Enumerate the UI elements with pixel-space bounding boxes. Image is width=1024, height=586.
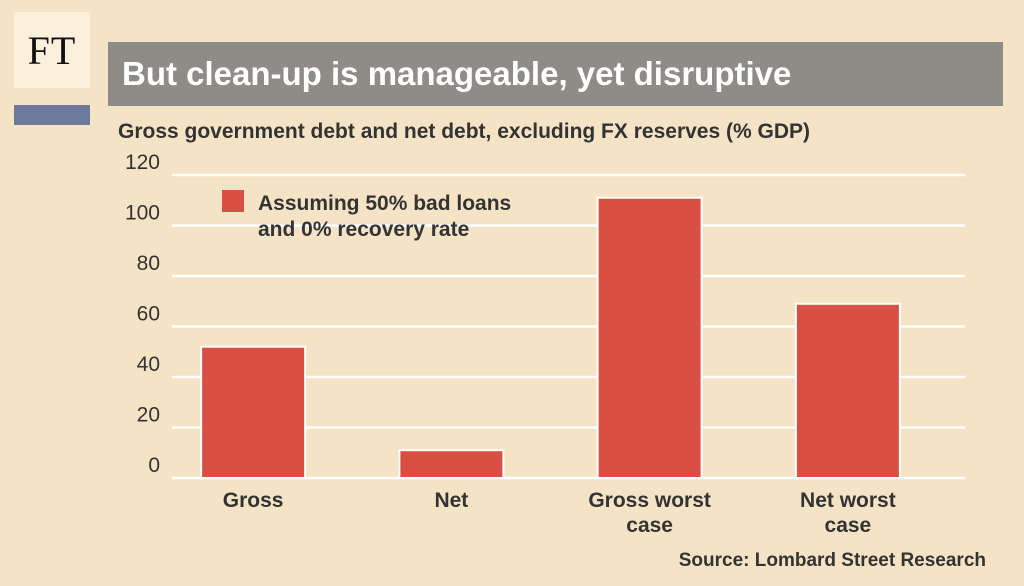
x-tick-label: Gross [223,489,284,512]
y-axis-ticks: 0 20 40 60 80 100 120 [125,151,160,477]
x-tick-label: case [825,514,872,537]
chart-subtitle: Gross government debt and net debt, excl… [118,120,810,143]
y-tick-label: 120 [125,151,160,174]
legend-swatch [222,190,244,212]
y-tick-label: 20 [137,404,160,427]
y-tick-label: 100 [125,202,160,225]
x-tick-label: Net [434,489,468,512]
y-tick-label: 60 [137,303,160,326]
y-tick-label: 40 [137,353,160,376]
ft-logo-text: FT [27,27,77,73]
legend-label: and 0% recovery rate [258,218,469,241]
legend: Assuming 50% bad loans and 0% recovery ra… [222,190,511,241]
y-tick-label: 0 [148,454,160,477]
legend-label: Assuming 50% bad loans [258,192,511,215]
x-tick-label: Gross worst [588,489,711,512]
bars [200,196,901,480]
bar [794,302,901,479]
x-tick-label: Net worst [800,489,896,512]
x-tick-label: case [626,514,673,537]
bar [200,345,307,480]
y-tick-label: 80 [137,252,160,275]
chart-title: But clean-up is manageable, yet disrupti… [122,55,792,92]
bar [596,196,703,479]
ft-accent-bar [14,105,90,125]
title-bar: But clean-up is manageable, yet disrupti… [108,42,1003,106]
bar [398,449,505,480]
ft-logo: FT [14,12,90,88]
source-note: Source: Lombard Street Research [678,550,986,571]
